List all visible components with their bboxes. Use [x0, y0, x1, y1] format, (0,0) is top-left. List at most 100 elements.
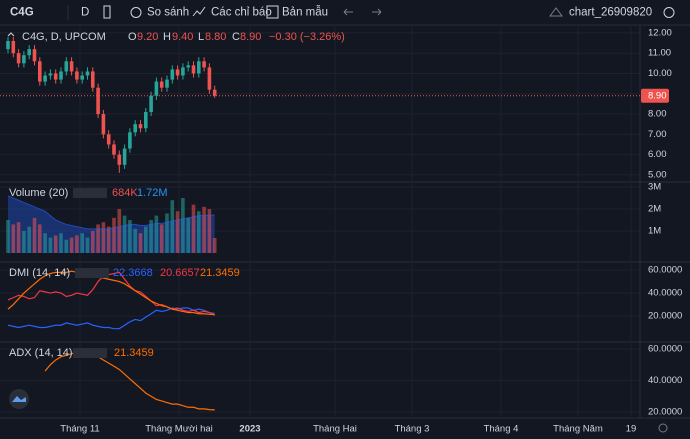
volume-bar [16, 222, 21, 253]
volume-bar [27, 226, 31, 253]
indicators-button[interactable]: Các chỉ báo [211, 7, 272, 19]
y-tick-label: 10.00 [648, 68, 672, 79]
y-tick-label: 12.00 [648, 27, 672, 38]
volume-bar [48, 237, 53, 253]
volume-bar [117, 209, 122, 253]
candle-body [181, 67, 185, 76]
minus-di-value: 20.6657 [160, 267, 200, 279]
settings-button[interactable] [663, 7, 675, 18]
close-label: C [232, 31, 240, 43]
candle-type-icon[interactable] [103, 5, 111, 19]
volume-bar [43, 233, 47, 253]
candle-body [6, 41, 10, 50]
volume-bar [122, 215, 127, 253]
symbol-button[interactable]: C4G [10, 7, 34, 19]
volume-bar [138, 233, 143, 253]
adx-value: 21.3459 [200, 267, 240, 279]
candle-body [101, 114, 106, 135]
candle-body [43, 75, 47, 82]
volume-bar [75, 235, 79, 253]
x-tick-label: Tháng 4 [484, 424, 519, 435]
volume-bar [165, 213, 169, 253]
candle-body [138, 124, 143, 129]
y-tick-label: 6.00 [648, 149, 667, 160]
logo-mark [12, 396, 26, 402]
candle-body [22, 55, 26, 64]
interval-button[interactable]: D [81, 7, 89, 19]
y-tick-label: 1M [648, 226, 661, 237]
candle-body [48, 73, 53, 76]
volume-legend: Volume (20) 684K 1.72M [9, 187, 168, 199]
templates-icon[interactable] [266, 5, 279, 19]
x-tick-label: Tháng Mười hai [145, 424, 213, 435]
volume-bar [212, 237, 217, 253]
legend-symbol: C4G, D, UPCOM [22, 31, 106, 43]
volume-bar [85, 237, 90, 253]
candle-body [80, 75, 84, 80]
candle-body [53, 73, 58, 80]
compare-button[interactable]: So sánh [147, 7, 189, 19]
volume-bar [101, 222, 106, 253]
collapse-icon[interactable] [7, 32, 15, 37]
candle-body [133, 124, 137, 133]
volume-bar [32, 217, 37, 253]
price-legend: C4G, D, UPCOM O 9.20 H 9.40 L 8.80 C 8.9… [7, 31, 345, 43]
candle-body [38, 61, 42, 82]
candle-body [159, 81, 164, 88]
adx-title: ADX (14, 14) [9, 347, 73, 359]
layout-name[interactable]: chart_26909820 [569, 7, 652, 19]
volume-bar [96, 224, 100, 253]
axis-settings[interactable] [658, 423, 668, 433]
indicators-icon[interactable] [192, 6, 206, 17]
volume-bar [53, 235, 58, 253]
candle-body [112, 144, 116, 155]
redo-button[interactable] [372, 8, 382, 16]
layout-icon[interactable] [549, 7, 563, 17]
templates-button[interactable]: Bản mẫu [282, 6, 328, 19]
adx-value: 21.3459 [114, 347, 154, 359]
volume-bar [191, 204, 196, 253]
close-value: 8.90 [240, 31, 261, 43]
x-tick-label: Tháng Hai [313, 424, 357, 435]
candle-body [197, 61, 201, 74]
y-tick-label: 11.00 [648, 48, 671, 59]
high-label: H [163, 31, 171, 43]
candle-body [144, 112, 148, 129]
volume-bar [106, 226, 111, 253]
volume-bar [175, 211, 180, 253]
compare-icon[interactable] [130, 7, 142, 18]
volume-bar [69, 237, 74, 253]
legend-buttons[interactable] [75, 268, 109, 278]
volume-bar [128, 220, 132, 253]
candle-body [59, 71, 63, 80]
candle-body [106, 134, 111, 145]
candle-body [207, 67, 212, 90]
volume-ma-line [7, 195, 215, 230]
change-value: −0.30 (−3.26%) [269, 31, 345, 43]
candle-body [191, 65, 196, 74]
high-value: 9.40 [172, 31, 193, 43]
y-tick-label: 3M [648, 182, 661, 193]
volume-value: 684K [112, 187, 138, 199]
legend-buttons[interactable] [73, 348, 107, 358]
y-tick-label: 40.0000 [648, 375, 682, 386]
candle-body [122, 148, 127, 165]
legend-buttons[interactable] [73, 188, 107, 198]
y-tick-label: 20.0000 [648, 311, 682, 322]
dmi-line [7, 271, 215, 316]
candle-body [27, 49, 31, 56]
undo-button[interactable] [343, 8, 353, 16]
volume-bar [64, 239, 69, 253]
volume-bar [197, 211, 201, 253]
candle-body [32, 49, 37, 62]
volume-bar [207, 209, 212, 253]
candle-body [170, 69, 175, 80]
candle-body [69, 61, 74, 72]
last-price-tag [641, 88, 669, 103]
volume-bar [91, 231, 95, 253]
candle-body [202, 61, 206, 68]
volume-bar [112, 217, 116, 253]
volume-bar [22, 231, 26, 253]
dmi-title: DMI (14, 14) [9, 267, 70, 279]
